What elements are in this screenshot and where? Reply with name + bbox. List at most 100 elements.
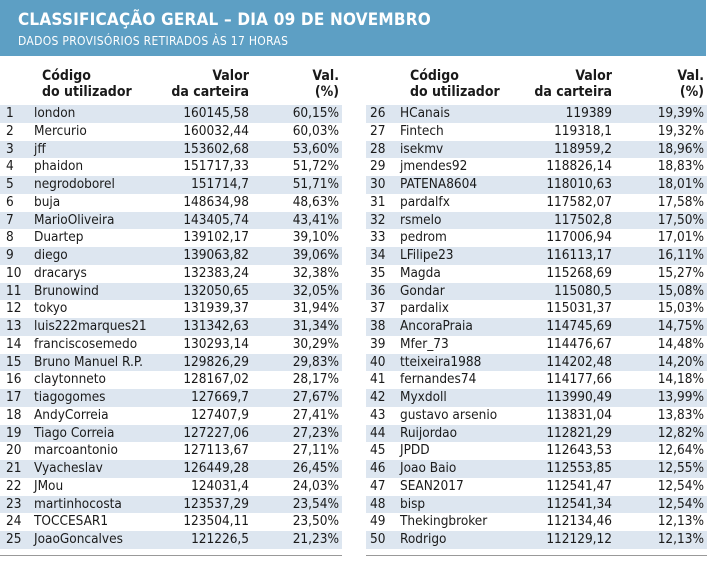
pct-cell: 48,63% (292, 193, 339, 210)
value-cell: 119318,1 (554, 122, 612, 139)
rank-cell: 14 (6, 335, 22, 352)
rank-cell: 11 (6, 282, 22, 299)
value-cell: 112134,46 (546, 513, 612, 530)
value-cell: 114745,69 (546, 318, 612, 334)
table-row: 30 PATENA8604 118010,63 18,01% (366, 176, 707, 194)
column-header-user: Código do utilizador (42, 68, 132, 100)
rank-cell: 30 (370, 176, 386, 192)
user-cell: Duartep (34, 229, 84, 246)
value-cell: 151717,33 (183, 158, 249, 175)
bottom-rule (366, 555, 707, 556)
rank-cell: 44 (370, 424, 386, 441)
user-cell: Gondar (400, 282, 445, 299)
user-cell: Tiago Correia (34, 424, 115, 441)
pct-cell: 17,50% (657, 211, 704, 228)
table-row: 41 fernandes74 114177,66 14,18% (366, 371, 707, 389)
rank-cell: 17 (6, 389, 22, 405)
rank-cell: 47 (370, 477, 386, 494)
pct-cell: 32,38% (292, 264, 339, 281)
value-cell: 112541,34 (546, 495, 612, 512)
pct-cell: 13,83% (657, 406, 704, 423)
rank-cell: 41 (370, 371, 386, 388)
rank-cell: 4 (6, 158, 14, 175)
table-row: 17 tiagogomes 127669,7 27,67% (0, 389, 342, 407)
value-cell: 127227,06 (183, 424, 249, 441)
user-cell: Mfer_73 (400, 335, 449, 352)
pct-cell: 53,60% (292, 140, 339, 157)
table-row: 21 Vyacheslav 126449,28 26,45% (0, 460, 342, 478)
user-cell: rsmelo (400, 211, 442, 228)
user-cell: london (34, 105, 76, 121)
pct-cell: 14,75% (657, 318, 704, 334)
pct-cell: 60,15% (292, 105, 339, 121)
table-row: 4 phaidon 151717,33 51,72% (0, 158, 342, 176)
value-cell: 115031,37 (546, 300, 612, 317)
rank-cell: 27 (370, 122, 386, 139)
rank-cell: 21 (6, 460, 22, 476)
user-cell: Brunowind (34, 282, 99, 299)
ranking-table-right: Código do utilizador Valor da carteira Val… (366, 66, 707, 549)
rank-cell: 15 (6, 353, 22, 370)
value-cell: 127113,67 (183, 442, 249, 459)
user-cell: franciscosemedo (34, 335, 138, 352)
pct-cell: 12,82% (657, 424, 704, 441)
rank-cell: 18 (6, 406, 22, 423)
user-cell: jff (34, 140, 46, 157)
rank-cell: 3 (6, 140, 14, 157)
pct-cell: 18,96% (657, 140, 704, 157)
rank-cell: 35 (370, 264, 386, 281)
pct-cell: 19,32% (657, 122, 704, 139)
rank-cell: 32 (370, 211, 386, 228)
table-row: 18 AndyCorreia 127407,9 27,41% (0, 407, 342, 425)
user-cell: AncoraPraia (400, 318, 473, 334)
rank-cell: 5 (6, 176, 14, 192)
table-row: 48 bisp 112541,34 12,54% (366, 495, 707, 514)
table-row: 36 Gondar 115080,5 15,08% (366, 282, 707, 301)
table-row: 43 gustavo arsenio 113831,04 13,83% (366, 407, 707, 425)
column-header-pct: Val. (%) (312, 68, 339, 100)
value-cell: 132383,24 (183, 264, 249, 281)
table-row: 2 Mercurio 160032,44 60,03% (0, 123, 342, 141)
user-cell: TOCCESAR1 (34, 513, 109, 530)
table-row: 12 tokyo 131939,37 31,94% (0, 300, 342, 318)
value-cell: 115080,5 (554, 282, 612, 299)
table-row: 29 jmendes92 118826,14 18,83% (366, 158, 707, 176)
user-cell: pedrom (400, 229, 447, 246)
user-cell: Joao Baio (400, 460, 457, 476)
pct-cell: 12,55% (657, 460, 704, 476)
table-row: 26 HCanais 119389 19,39% (366, 105, 707, 123)
user-cell: claytonneto (34, 371, 106, 388)
pct-cell: 39,10% (292, 229, 339, 246)
header-banner: CLASSIFICAÇÃO GERAL – DIA 09 DE NOVEMBRO… (0, 0, 706, 56)
pct-cell: 26,45% (292, 460, 339, 476)
table-row: 5 negrodoborel 151714,7 51,71% (0, 176, 342, 194)
pct-cell: 27,23% (292, 424, 339, 441)
column-header-value: Valor da carteira (534, 68, 612, 100)
pct-cell: 18,83% (657, 158, 704, 175)
table-row: 33 pedrom 117006,94 17,01% (366, 229, 707, 247)
table-body: 26 HCanais 119389 19,39% 27 Fintech 119318,1 19… (366, 105, 707, 549)
value-cell: 118826,14 (546, 158, 612, 175)
table-row: 13 luis222marques21 131342,63 31,34% (0, 318, 342, 336)
table-row: 32 rsmelo 117502,8 17,50% (366, 211, 707, 230)
pct-cell: 27,67% (292, 389, 339, 405)
rank-cell: 40 (370, 353, 386, 370)
pct-cell: 51,71% (292, 176, 339, 192)
rank-cell: 50 (370, 531, 386, 547)
user-cell: tokyo (34, 300, 68, 317)
rank-cell: 37 (370, 300, 386, 317)
value-cell: 153602,68 (183, 140, 249, 157)
value-cell: 119389 (565, 105, 612, 121)
pct-cell: 31,94% (292, 300, 339, 317)
user-cell: diego (34, 247, 68, 263)
table-row: 3 jff 153602,68 53,60% (0, 140, 342, 159)
rank-cell: 26 (370, 105, 386, 121)
page-title: CLASSIFICAÇÃO GERAL – DIA 09 DE NOVEMBRO (18, 10, 431, 30)
value-cell: 112129,12 (546, 531, 612, 547)
table-row: 47 SEAN2017 112541,47 12,54% (366, 478, 707, 496)
user-cell: Thekingbroker (400, 513, 488, 530)
rank-cell: 36 (370, 282, 386, 299)
column-header-pct: Val. (%) (677, 68, 704, 100)
value-cell: 148634,98 (183, 193, 249, 210)
table-row: 19 Tiago Correia 127227,06 27,23% (0, 424, 342, 443)
